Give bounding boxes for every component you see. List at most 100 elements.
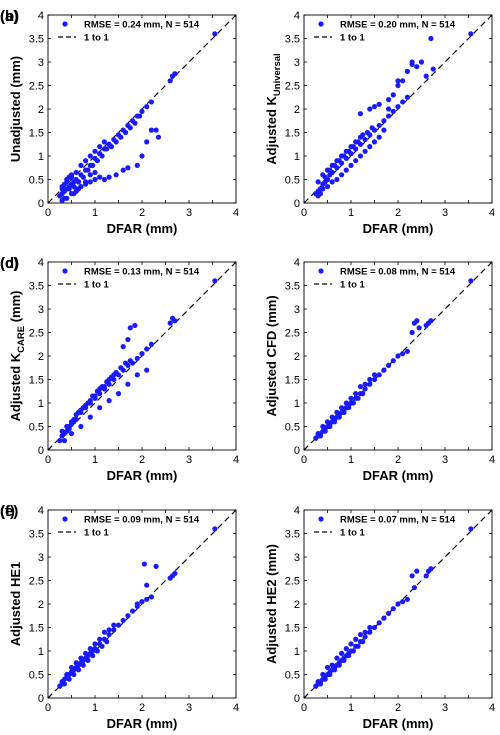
y-tick-label: 0.5	[285, 175, 300, 187]
data-point	[92, 641, 98, 647]
data-point	[376, 134, 382, 140]
data-point	[329, 662, 335, 668]
y-tick-label: 0	[38, 198, 44, 210]
data-point	[367, 381, 373, 387]
data-point	[132, 322, 138, 329]
panel-label: (e)	[0, 503, 18, 520]
data-point	[137, 113, 143, 119]
data-point	[348, 641, 354, 647]
data-point	[122, 360, 129, 366]
data-point	[167, 78, 173, 84]
data-point	[125, 336, 131, 343]
data-point	[367, 106, 373, 112]
data-point	[322, 428, 328, 434]
data-point	[106, 627, 112, 633]
data-point	[94, 388, 100, 394]
y-tick-label: 1.5	[285, 128, 300, 140]
data-point	[104, 379, 110, 385]
data-point	[212, 526, 218, 532]
data-point	[99, 643, 105, 649]
y-tick-label: 3	[38, 304, 44, 316]
data-point	[78, 162, 84, 168]
x-tick-label: 4	[489, 702, 495, 714]
data-point	[75, 179, 82, 185]
data-point	[376, 620, 382, 626]
y-tick-label: 3.5	[29, 281, 44, 293]
y-tick-label: 1	[38, 151, 44, 163]
y-tick-label: 3	[294, 552, 300, 564]
data-point	[353, 158, 359, 164]
data-point	[362, 148, 368, 154]
data-point	[320, 423, 326, 430]
x-tick-label: 1	[92, 702, 98, 714]
y-axis-label-main: Adjusted K	[264, 95, 279, 164]
legend-label-rmse: RMSE = 0.08 mm, N = 514	[340, 267, 456, 278]
y-tick-label: 0.5	[285, 422, 300, 434]
data-point	[362, 629, 368, 635]
legend-label-one-to-one: 1 to 1	[340, 33, 366, 44]
data-point	[428, 318, 434, 324]
data-point	[339, 650, 345, 656]
data-point	[87, 646, 93, 652]
y-tick-label: 2	[294, 599, 300, 611]
data-point	[331, 162, 338, 168]
x-tick-label: 3	[186, 207, 192, 219]
data-point	[320, 671, 326, 678]
x-tick-label: 4	[489, 454, 495, 466]
x-tick-label: 2	[139, 454, 145, 466]
data-point	[357, 153, 363, 159]
legend-marker-points	[318, 268, 324, 274]
y-tick-label: 2.5	[285, 81, 300, 93]
data-point	[122, 129, 129, 136]
data-point	[414, 318, 420, 324]
data-point	[115, 622, 122, 628]
y-tick-label: 0.5	[29, 422, 44, 434]
x-tick-label: 4	[489, 207, 495, 219]
data-point	[80, 174, 86, 180]
data-point	[369, 125, 375, 131]
data-point	[339, 172, 345, 178]
data-point	[404, 94, 410, 100]
legend-label-one-to-one: 1 to 1	[340, 280, 366, 291]
y-tick-label: 0.5	[29, 670, 44, 682]
data-point	[66, 426, 72, 432]
data-point	[350, 400, 356, 406]
data-point	[371, 104, 378, 110]
data-point	[106, 398, 112, 404]
y-tick-label: 2.5	[29, 576, 44, 588]
data-point	[87, 179, 93, 185]
data-point	[409, 573, 415, 579]
x-tick-label: 0	[45, 454, 51, 466]
data-point	[343, 646, 349, 652]
data-point	[390, 92, 396, 98]
x-axis-label: DFAR (mm)	[107, 221, 178, 236]
y-axis-label-main: Adjusted HE2 (mm)	[264, 544, 279, 664]
y-tick-label: 3.5	[29, 34, 44, 46]
data-point	[362, 136, 368, 143]
y-axis-label-main: Unadjusted (mm)	[8, 56, 23, 162]
data-point	[97, 636, 103, 642]
legend-label-rmse: RMSE = 0.24 mm, N = 514	[84, 20, 200, 31]
legend-marker-points	[62, 21, 68, 27]
data-point	[92, 169, 98, 176]
data-point	[360, 132, 366, 138]
y-tick-label: 3.5	[285, 34, 300, 46]
data-point	[153, 127, 159, 133]
data-point	[106, 631, 112, 638]
data-point	[83, 650, 89, 656]
data-point	[134, 162, 140, 168]
data-point	[348, 395, 354, 401]
y-axis-label-subscript: Universal	[272, 53, 283, 96]
data-point	[362, 634, 368, 640]
data-point	[317, 433, 324, 439]
panel-label: (a)	[0, 8, 18, 25]
legend-marker-points	[318, 21, 324, 27]
data-point	[104, 146, 110, 152]
panel-c: (c) 0 1 2 3 4 0 0.5 1 1.5 2 2.5 3 3.5 4 RMSE = 0.13 mm,…	[0, 255, 239, 483]
x-axis-label: DFAR (mm)	[107, 468, 178, 483]
y-tick-label: 3.5	[285, 529, 300, 541]
data-point	[172, 570, 178, 577]
legend-label-rmse: RMSE = 0.20 mm, N = 514	[340, 20, 456, 31]
data-point	[113, 172, 119, 178]
data-point	[139, 153, 145, 159]
